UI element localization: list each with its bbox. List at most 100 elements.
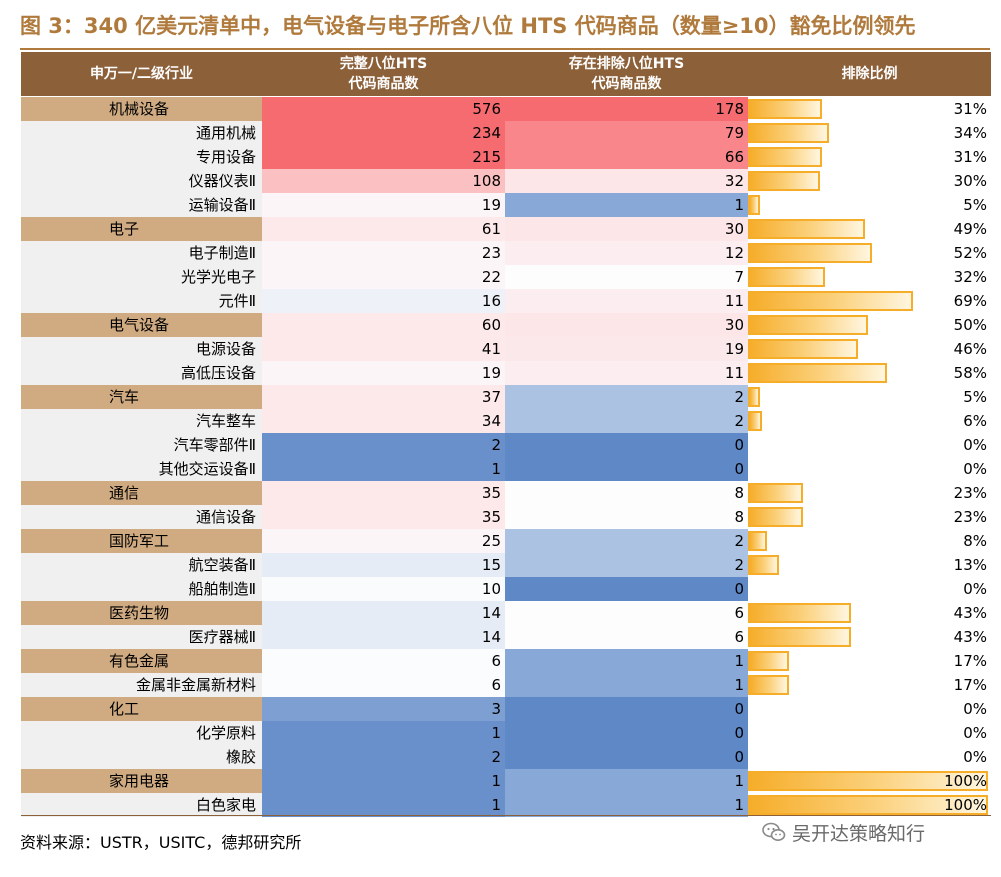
ratio-bar <box>748 771 988 791</box>
ratio-cell: 100% <box>748 793 991 817</box>
ratio-bar <box>748 363 887 383</box>
total-count-cell: 35 <box>262 481 505 505</box>
industry-name: 白色家电 <box>21 793 262 817</box>
subcategory-row: 光学光电子 22 7 32% <box>21 265 991 289</box>
ratio-bar <box>748 555 779 575</box>
excluded-count-cell: 1 <box>505 649 748 673</box>
ratio-cell: 46% <box>748 337 991 361</box>
ratio-label: 0% <box>963 700 987 718</box>
industry-name: 高低压设备 <box>21 361 262 385</box>
industry-name: 汽车整车 <box>21 409 262 433</box>
excluded-count-cell: 6 <box>505 625 748 649</box>
ratio-label: 17% <box>953 676 987 694</box>
chart-title: 图 3：340 亿美元清单中，电气设备与电子所含八位 HTS 代码商品（数量≥1… <box>20 14 916 38</box>
subcategory-row: 橡胶 2 0 0% <box>21 745 991 769</box>
total-count-cell: 1 <box>262 457 505 481</box>
excluded-count-cell: 0 <box>505 745 748 769</box>
category-row: 有色金属 6 1 17% <box>21 649 991 673</box>
category-row: 国防军工 25 2 8% <box>21 529 991 553</box>
industry-name: 通信 <box>21 481 262 505</box>
excluded-count-cell: 7 <box>505 265 748 289</box>
ratio-bar <box>748 171 820 191</box>
ratio-cell: 0% <box>748 457 991 481</box>
title-rule <box>20 48 990 50</box>
subcategory-row: 医疗器械Ⅱ 14 6 43% <box>21 625 991 649</box>
ratio-cell: 31% <box>748 97 991 121</box>
ratio-label: 49% <box>953 220 987 238</box>
ratio-cell: 52% <box>748 241 991 265</box>
subcategory-row: 航空装备Ⅱ 15 2 13% <box>21 553 991 577</box>
ratio-bar <box>748 123 829 143</box>
table-bottom-rule <box>21 815 991 816</box>
subcategory-row: 电源设备 41 19 46% <box>21 337 991 361</box>
excluded-count-cell: 2 <box>505 385 748 409</box>
excluded-count-cell: 6 <box>505 601 748 625</box>
industry-name: 电气设备 <box>21 313 262 337</box>
ratio-label: 0% <box>963 580 987 598</box>
industry-name: 元件Ⅱ <box>21 289 262 313</box>
industry-name: 汽车零部件Ⅱ <box>21 433 262 457</box>
industry-name: 电子 <box>21 217 262 241</box>
excluded-count-cell: 12 <box>505 241 748 265</box>
category-row: 电子 61 30 49% <box>21 217 991 241</box>
ratio-cell: 32% <box>748 265 991 289</box>
ratio-label: 100% <box>944 772 987 790</box>
ratio-cell: 5% <box>748 385 991 409</box>
ratio-label: 58% <box>953 364 987 382</box>
total-count-cell: 1 <box>262 793 505 817</box>
header-total-line2: 代码商品数 <box>348 76 419 92</box>
ratio-label: 50% <box>953 316 987 334</box>
excluded-count-cell: 66 <box>505 145 748 169</box>
watermark-text: 吴开达策略知行 <box>792 822 926 845</box>
total-count-cell: 14 <box>262 601 505 625</box>
category-row: 化工 3 0 0% <box>21 697 991 721</box>
total-count-cell: 15 <box>262 553 505 577</box>
excluded-count-cell: 32 <box>505 169 748 193</box>
header-total: 完整八位HTS 代码商品数 <box>262 52 505 96</box>
excluded-count-cell: 0 <box>505 577 748 601</box>
ratio-cell: 5% <box>748 193 991 217</box>
header-excluded-line2: 代码商品数 <box>591 76 662 92</box>
ratio-cell: 50% <box>748 313 991 337</box>
total-count-cell: 1 <box>262 769 505 793</box>
total-count-cell: 576 <box>262 97 505 121</box>
total-count-cell: 41 <box>262 337 505 361</box>
industry-name: 汽车 <box>21 385 262 409</box>
ratio-cell: 34% <box>748 121 991 145</box>
ratio-cell: 8% <box>748 529 991 553</box>
watermark: 吴开达策略知行 <box>762 817 925 847</box>
total-count-cell: 23 <box>262 241 505 265</box>
ratio-label: 6% <box>963 412 987 430</box>
category-row: 汽车 37 2 5% <box>21 385 991 409</box>
subcategory-row: 通信设备 35 8 23% <box>21 505 991 529</box>
total-count-cell: 37 <box>262 385 505 409</box>
subcategory-row: 白色家电 1 1 100% <box>21 793 991 817</box>
total-count-cell: 6 <box>262 649 505 673</box>
industry-name: 化学原料 <box>21 721 262 745</box>
ratio-label: 31% <box>953 100 987 118</box>
ratio-label: 31% <box>953 148 987 166</box>
excluded-count-cell: 8 <box>505 505 748 529</box>
industry-name: 运输设备Ⅱ <box>21 193 262 217</box>
source-note: 资料来源：USTR，USITC，德邦研究所 <box>20 833 302 852</box>
ratio-label: 46% <box>953 340 987 358</box>
ratio-bar <box>748 387 760 407</box>
subcategory-row: 金属非金属新材料 6 1 17% <box>21 673 991 697</box>
ratio-cell: 49% <box>748 217 991 241</box>
industry-name: 有色金属 <box>21 649 262 673</box>
subcategory-row: 元件Ⅱ 16 11 69% <box>21 289 991 313</box>
total-count-cell: 2 <box>262 745 505 769</box>
ratio-bar <box>748 627 851 647</box>
ratio-label: 34% <box>953 124 987 142</box>
total-count-cell: 35 <box>262 505 505 529</box>
ratio-label: 32% <box>953 268 987 286</box>
ratio-cell: 23% <box>748 481 991 505</box>
total-count-cell: 215 <box>262 145 505 169</box>
header-excluded: 存在排除八位HTS 代码商品数 <box>505 52 748 96</box>
ratio-cell: 0% <box>748 721 991 745</box>
ratio-label: 5% <box>963 388 987 406</box>
ratio-bar <box>748 483 803 503</box>
ratio-bar <box>748 675 789 695</box>
subcategory-row: 汽车零部件Ⅱ 2 0 0% <box>21 433 991 457</box>
ratio-label: 43% <box>953 628 987 646</box>
